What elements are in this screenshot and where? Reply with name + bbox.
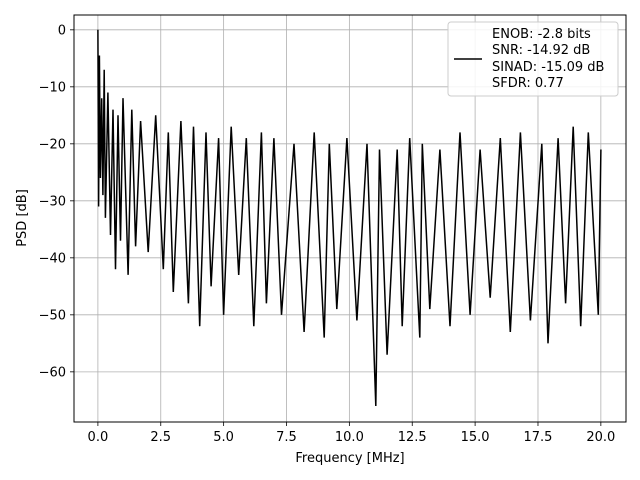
psd-series <box>97 29 602 407</box>
legend: ENOB: -2.8 bits SNR: -14.92 dB SINAD: -1… <box>447 21 619 97</box>
x-axis-ticks: 0.0 2.5 5.0 7.5 10.0 12.5 15.0 17.5 20.0 <box>88 422 615 445</box>
x-tick-label: 5.0 <box>213 430 234 445</box>
x-tick-label: 0.0 <box>88 430 109 445</box>
y-tick-label: −10 <box>39 80 66 95</box>
legend-sfdr: SFDR: 0.77 <box>492 76 564 91</box>
y-tick-label: 0 <box>58 23 66 38</box>
legend-enob: ENOB: -2.8 bits <box>492 27 591 42</box>
x-tick-label: 20.0 <box>586 430 615 445</box>
y-tick-label: −50 <box>39 308 66 323</box>
x-tick-label: 17.5 <box>524 430 553 445</box>
psd-line <box>97 29 602 407</box>
legend-sinad: SINAD: -15.09 dB <box>492 60 604 75</box>
legend-snr: SNR: -14.92 dB <box>492 43 590 58</box>
legend-box <box>447 21 619 97</box>
x-tick-label: 12.5 <box>398 430 427 445</box>
x-tick-label: 7.5 <box>276 430 297 445</box>
x-tick-label: 10.0 <box>335 430 364 445</box>
x-tick-label: 2.5 <box>150 430 171 445</box>
x-tick-label: 15.0 <box>461 430 490 445</box>
y-axis-label: PSD [dB] <box>15 189 30 247</box>
y-axis-ticks: 0 −10 −20 −30 −40 −50 −60 <box>39 23 74 380</box>
x-axis-label: Frequency [MHz] <box>295 451 404 466</box>
axes-frame <box>73 14 627 423</box>
y-tick-label: −40 <box>39 251 66 266</box>
y-tick-label: −30 <box>39 194 66 209</box>
y-tick-label: −20 <box>39 137 66 152</box>
y-tick-label: −60 <box>39 365 66 380</box>
